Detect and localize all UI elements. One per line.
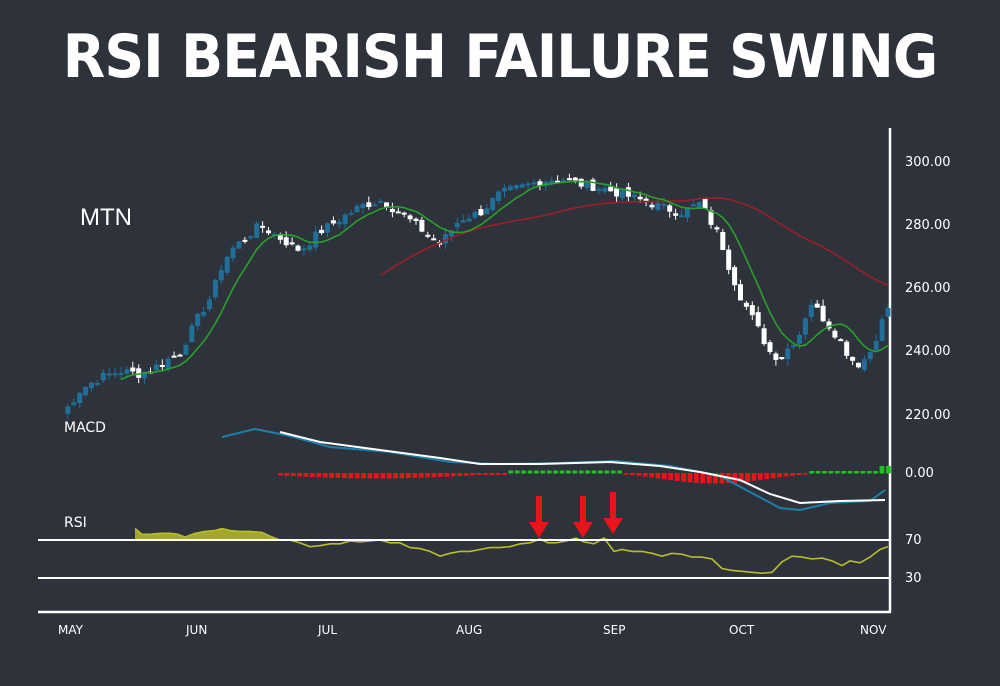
rsi-overbought-fill bbox=[135, 528, 888, 540]
rsi-ytick-30: 30 bbox=[905, 571, 922, 586]
macd-label: MACD bbox=[64, 420, 106, 436]
xtick-aug: AUG bbox=[456, 623, 482, 637]
xtick-oct: OCT bbox=[729, 623, 755, 637]
macd-line bbox=[279, 431, 886, 505]
ytick-220: 220.00 bbox=[905, 408, 951, 423]
macd-ytick-zero: 0.00 bbox=[905, 466, 934, 481]
rsi-line bbox=[134, 527, 889, 575]
chart-title: RSI BEARISH FAILURE SWING bbox=[62, 22, 938, 92]
fast-moving-average-line bbox=[120, 180, 889, 381]
slow-moving-average-line bbox=[380, 196, 889, 287]
xtick-jun: JUN bbox=[185, 623, 207, 637]
ytick-240: 240.00 bbox=[905, 344, 951, 359]
candlestick-series bbox=[65, 173, 891, 420]
ytick-280: 280.00 bbox=[905, 218, 951, 233]
ticker-label: MTN bbox=[80, 204, 132, 231]
failure-swing-arrows bbox=[529, 492, 623, 538]
ytick-260: 260.00 bbox=[905, 281, 951, 296]
rsi-label: RSI bbox=[64, 515, 87, 531]
macd-signal-line bbox=[221, 427, 886, 512]
rsi-ytick-70: 70 bbox=[905, 533, 922, 548]
price-y-axis: 300.00 280.00 260.00 240.00 220.00 0.00 … bbox=[905, 155, 951, 586]
xtick-may: MAY bbox=[58, 623, 84, 637]
xtick-jul: JUL bbox=[317, 623, 337, 637]
x-axis-ticks: MAY JUN JUL AUG SEP OCT NOV bbox=[58, 623, 887, 637]
ytick-300: 300.00 bbox=[905, 155, 951, 170]
macd-histogram bbox=[278, 466, 891, 484]
xtick-sep: SEP bbox=[603, 623, 625, 637]
xtick-nov: NOV bbox=[860, 623, 887, 637]
